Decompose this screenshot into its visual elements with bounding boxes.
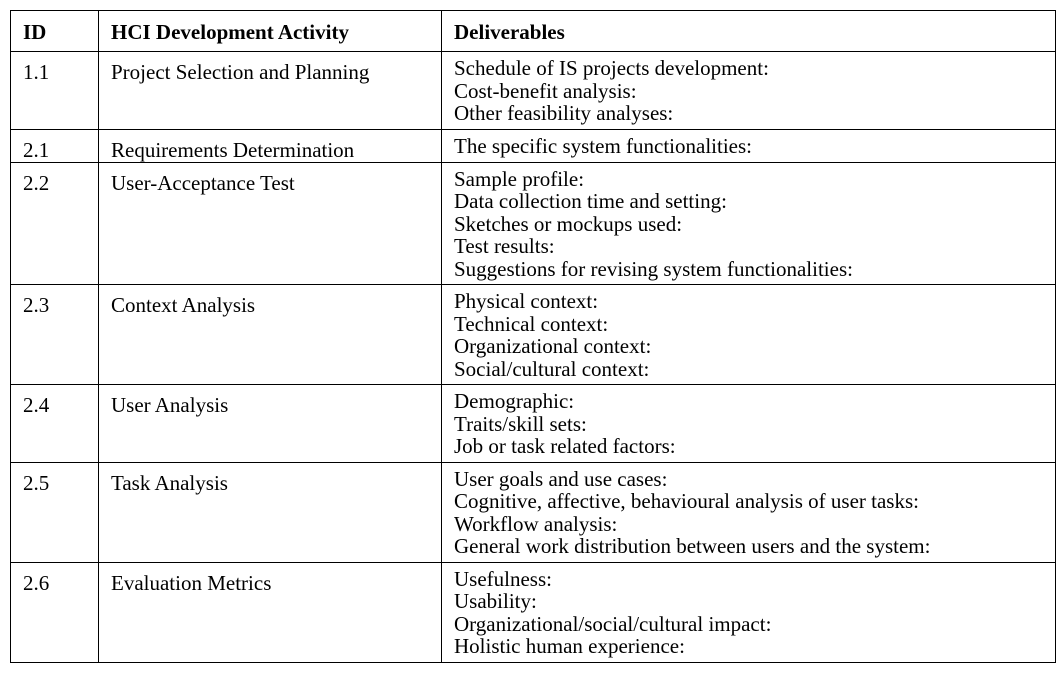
row-activity: Context Analysis — [98, 284, 442, 385]
deliverable-item: Traits/skill sets: — [454, 411, 587, 436]
row-deliverables: The specific system functionalities: — [441, 128, 1056, 163]
row-activity: Evaluation Metrics — [98, 561, 442, 663]
table-row: 1.1 Project Selection and Planning Schedul… — [10, 51, 1056, 130]
table-row: 2.5 Task Analysis User goals and use cases… — [10, 461, 1056, 563]
row-activity: User-Acceptance Test — [98, 161, 442, 285]
deliverable-item: Test results: — [454, 234, 555, 258]
header-activity: HCI Development Activity — [98, 10, 442, 52]
deliverable-item: Suggestions for revising system function… — [454, 256, 853, 281]
row-activity: Task Analysis — [98, 461, 442, 563]
deliverable-item: Data collection time and setting: — [454, 189, 727, 213]
row-id: 2.1 — [10, 128, 99, 163]
deliverable-item: Sketches or mockups used: — [454, 211, 683, 236]
header-id: ID — [10, 10, 99, 52]
row-id: 2.4 — [10, 384, 99, 463]
deliverable-item: Sample profile: — [454, 166, 585, 191]
table-row: 2.2 User-Acceptance Test Sample profile: Da… — [10, 161, 1056, 285]
row-id: 2.3 — [10, 284, 99, 385]
deliverable-item: Workflow analysis: — [454, 511, 618, 536]
table-row: 2.6 Evaluation Metrics Usefulness: Usabilit… — [10, 561, 1056, 663]
row-id: 2.2 — [10, 161, 99, 285]
deliverable-item: Schedule of IS projects development: — [454, 56, 769, 80]
deliverable-item: Job or task related factors: — [454, 434, 676, 458]
deliverable-item: Cognitive, affective, behavioural analys… — [454, 489, 919, 513]
table-row: 2.3 Context Analysis Physical context: Tech… — [10, 284, 1056, 385]
row-id: 2.6 — [10, 561, 99, 663]
row-activity: Requirements Determination — [98, 128, 442, 163]
deliverable-item: Demographic: — [454, 389, 575, 413]
row-id: 2.5 — [10, 461, 99, 563]
deliverable-item: Organizational/social/cultural impact: — [454, 611, 772, 636]
deliverable-item: Technical context: — [454, 311, 609, 336]
deliverable-item: Organizational context: — [454, 334, 652, 358]
row-deliverables: User goals and use cases: Cognitive, affe… — [441, 461, 1056, 563]
header-deliverables: Deliverables — [441, 10, 1056, 52]
deliverable-item: Usability: — [454, 589, 537, 613]
deliverable-item: Physical context: — [454, 289, 599, 313]
row-deliverables: Sample profile: Data collection time and … — [441, 161, 1056, 285]
row-id: 1.1 — [10, 51, 99, 130]
deliverable-item: Holistic human experience: — [454, 634, 685, 658]
row-activity: Project Selection and Planning — [98, 51, 442, 130]
row-activity: User Analysis — [98, 384, 442, 463]
table-row: 2.1 Requirements Determination The specifi… — [10, 128, 1056, 163]
table-body: 1.1 Project Selection and Planning Schedul… — [10, 51, 1056, 663]
deliverable-item: The specific system functionalities: — [454, 133, 752, 158]
row-deliverables: Usefulness: Usability: Organizational/soci… — [441, 561, 1056, 663]
deliverable-item: Other feasibility analyses: — [454, 101, 674, 125]
deliverable-item: Usefulness: — [454, 566, 552, 591]
row-deliverables: Physical context: Technical context: Organ… — [441, 284, 1056, 385]
deliverable-item: Social/cultural context: — [454, 356, 650, 381]
table-header-row: ID HCI Development Activity Deliverables — [10, 10, 1056, 52]
deliverable-item: Cost-benefit analysis: — [454, 78, 637, 103]
deliverable-item: General work distribution between users … — [454, 534, 931, 558]
deliverable-item: User goals and use cases: — [454, 466, 668, 491]
hci-activities-table: ID HCI Development Activity Deliverables… — [10, 10, 1056, 663]
row-deliverables: Schedule of IS projects development: Cost… — [441, 51, 1056, 130]
row-deliverables: Demographic: Traits/skill sets: Job or tas… — [441, 384, 1056, 463]
table-row: 2.4 User Analysis Demographic: Traits/skill… — [10, 384, 1056, 463]
